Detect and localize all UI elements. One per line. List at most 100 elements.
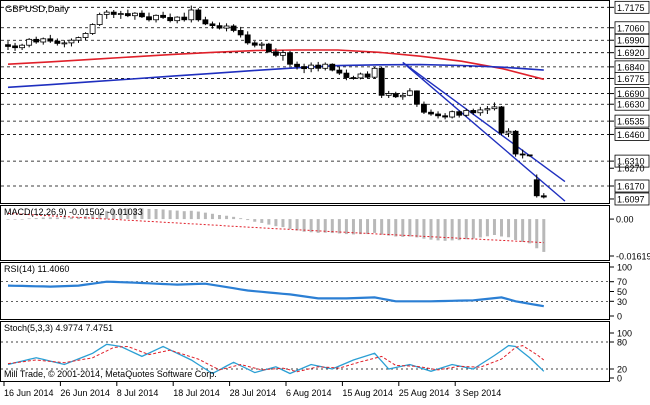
candle-body xyxy=(414,91,419,104)
macd-histogram-bar xyxy=(479,219,482,237)
candle-body xyxy=(295,64,300,66)
macd-histogram-bar xyxy=(415,219,418,237)
candle-body xyxy=(344,73,349,77)
macd-histogram-bar xyxy=(535,219,538,248)
candle-body xyxy=(154,15,159,19)
candle-body xyxy=(309,65,314,69)
macd-histogram-bar xyxy=(514,219,517,240)
candle-body xyxy=(457,112,462,116)
candle-body xyxy=(224,26,229,28)
candle-body xyxy=(288,53,293,65)
date-label: 26 Jun 2014 xyxy=(60,388,110,398)
macd-histogram-bar xyxy=(246,219,249,220)
candle xyxy=(513,130,518,157)
scale-label: 1.6270 xyxy=(617,164,645,174)
macd-histogram-bar xyxy=(232,217,235,219)
macd-histogram-bar xyxy=(162,209,165,219)
macd-histogram-bar xyxy=(359,219,362,234)
macd-histogram-bar xyxy=(458,219,461,240)
candle-body xyxy=(6,45,11,47)
candle xyxy=(379,67,384,98)
candle-body xyxy=(429,112,434,114)
candle-body xyxy=(471,110,476,112)
macd-histogram-bar xyxy=(289,219,292,229)
level-label: 1.6840 xyxy=(617,62,645,72)
macd-histogram-bar xyxy=(70,217,73,219)
rsi-scale-label: 30 xyxy=(617,297,627,307)
candle-body xyxy=(97,14,102,24)
candle-body xyxy=(513,131,518,154)
macd-histogram-bar xyxy=(366,219,369,234)
macd-histogram-bar xyxy=(260,219,263,223)
candle-body xyxy=(499,107,504,133)
candle-body xyxy=(464,110,469,115)
macd-scale-label: 0.00 xyxy=(616,215,634,225)
candle-body xyxy=(41,39,46,42)
candle-body xyxy=(259,44,264,45)
current-price-label: 1.6097 xyxy=(617,194,645,204)
candle-body xyxy=(337,70,342,73)
macd-histogram-bar xyxy=(35,218,38,219)
macd-scale-label: -0.01619 xyxy=(616,252,650,262)
candle xyxy=(288,51,293,66)
candle-body xyxy=(386,94,391,96)
level-label: 1.6920 xyxy=(617,48,645,58)
macd-histogram-bar xyxy=(507,219,510,237)
rsi-panel-frame xyxy=(1,263,610,320)
macd-histogram-bar xyxy=(204,213,207,219)
macd-histogram-bar xyxy=(197,212,200,220)
macd-histogram-bar xyxy=(183,211,186,219)
candle xyxy=(90,23,95,35)
stoch-scale-label: 80 xyxy=(617,338,627,348)
macd-histogram-bar xyxy=(465,219,468,239)
candle-body xyxy=(175,17,180,21)
candle-body xyxy=(76,38,81,41)
candle-body xyxy=(238,30,243,34)
date-label: 8 Jul 2014 xyxy=(117,388,159,398)
rsi-scale-label: 70 xyxy=(617,277,627,287)
candle-body xyxy=(379,68,384,95)
rsi-scale-label: 100 xyxy=(617,263,632,273)
level-label: 1.7060 xyxy=(617,23,645,33)
candle-body xyxy=(34,39,39,42)
macd-histogram-bar xyxy=(190,211,193,219)
candle-body xyxy=(111,12,116,14)
stoch-scale-label: 0 xyxy=(617,374,622,384)
candle-body xyxy=(365,74,370,77)
macd-histogram-bar xyxy=(451,219,454,240)
candle-body xyxy=(139,13,144,17)
date-label: 3 Sep 2014 xyxy=(455,388,501,398)
candle-body xyxy=(147,17,152,20)
candle xyxy=(330,63,335,71)
candle-body xyxy=(407,91,412,95)
date-label: 16 Jun 2014 xyxy=(4,388,54,398)
candle-body xyxy=(210,24,215,26)
macd-histogram-bar xyxy=(486,219,489,236)
candle-body xyxy=(132,13,137,15)
macd-histogram-bar xyxy=(338,219,341,233)
candle xyxy=(450,110,455,118)
candle-body xyxy=(421,104,426,112)
candle-body xyxy=(316,65,321,68)
date-label: 18 Jul 2014 xyxy=(173,388,220,398)
date-label: 15 Aug 2014 xyxy=(342,388,393,398)
candle-body xyxy=(400,95,405,96)
stoch-title: Stoch(5,3,3) 4.9774 7.4751 xyxy=(4,323,113,333)
candle-body xyxy=(323,64,328,68)
macd-histogram-bar xyxy=(542,219,545,252)
candle-body xyxy=(118,14,123,15)
candle-body xyxy=(280,53,285,56)
macd-histogram-bar xyxy=(176,211,179,220)
macd-histogram-bar xyxy=(352,219,355,234)
macd-histogram-bar xyxy=(253,219,256,222)
candle-body xyxy=(13,46,18,48)
macd-histogram-bar xyxy=(239,218,242,219)
macd-histogram-bar xyxy=(218,215,221,219)
candle-body xyxy=(358,74,363,78)
candle-body xyxy=(168,17,173,20)
candle-body xyxy=(125,14,130,16)
candle-body xyxy=(302,67,307,69)
macd-histogram-bar xyxy=(394,219,397,236)
candle-body xyxy=(203,20,208,24)
